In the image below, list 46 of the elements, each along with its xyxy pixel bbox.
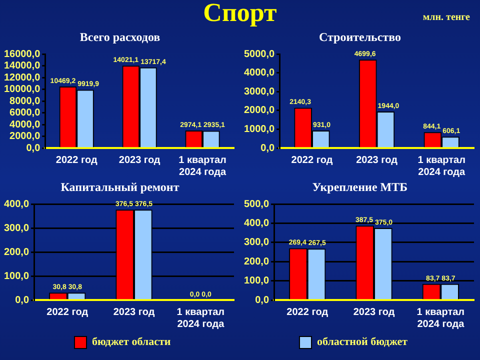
x-tick-label: 2022 год [291, 154, 334, 166]
x-tick-label: 2023 год [118, 154, 161, 166]
y-tick-label: 0,0 [255, 294, 270, 306]
y-tick-label: 5000,0 [244, 48, 276, 60]
x-tick-label: 2022 год [46, 306, 89, 318]
y-tick-label: 0,0 [15, 294, 30, 306]
x-tick-label: 1 квартал 2024 года [176, 306, 225, 330]
chart-title: Строительство [318, 30, 402, 44]
chart-title: Капитальный ремонт [60, 180, 180, 194]
y-tick-label: 4000,0 [10, 119, 41, 130]
y-tick-label: 0,0 [26, 142, 41, 154]
y-tick-label: 10000,0 [4, 84, 41, 95]
y-tick-label: 500,0 [244, 198, 270, 210]
chart-title: Укрепление МТБ [311, 180, 409, 194]
y-tick-label: 300,0 [4, 222, 30, 234]
y-tick-label: 6000,0 [10, 108, 41, 118]
y-tick-label: 100,0 [4, 270, 30, 282]
x-tick-label: 2022 год [56, 154, 98, 166]
text: Спорт [203, 0, 277, 27]
y-tick-label: 14000,0 [4, 60, 41, 72]
y-tick-label: 400,0 [4, 198, 30, 210]
x-tick-label: 1 квартал 2024 года [418, 154, 466, 178]
y-tick-label: 2000,0 [244, 105, 276, 116]
y-tick-label: 12000,0 [4, 72, 41, 84]
y-tick-label: 16000,0 [4, 48, 41, 60]
legend-label: бюджет области [91, 336, 171, 348]
x-tick-label: 1 квартал 2024 года [178, 154, 226, 178]
x-tick-label: 2023 год [113, 306, 156, 318]
x-tick-label: 2022 год [286, 306, 329, 318]
y-tick-label: 300,0 [244, 237, 270, 248]
y-tick-label: 100,0 [244, 276, 270, 287]
legend-label: областной бюджет [316, 336, 408, 348]
y-tick-label: 1000,0 [244, 124, 276, 135]
y-tick-label: 3000,0 [244, 86, 276, 98]
x-tick-label: 2023 год [353, 306, 396, 318]
y-tick-label: 4000,0 [244, 68, 276, 79]
text: млн. тенге [422, 12, 470, 23]
y-tick-label: 200,0 [4, 246, 30, 258]
y-tick-label: 8000,0 [10, 96, 41, 107]
y-tick-label: 2000,0 [10, 131, 41, 142]
x-tick-label: 1 квартал 2024 года [416, 306, 465, 330]
y-tick-label: 400,0 [244, 218, 270, 229]
x-tick-label: 2023 год [356, 154, 398, 166]
y-tick-label: 200,0 [244, 256, 270, 268]
y-tick-label: 0,0 [260, 142, 276, 154]
chart-title: Всего расходов [78, 30, 162, 44]
